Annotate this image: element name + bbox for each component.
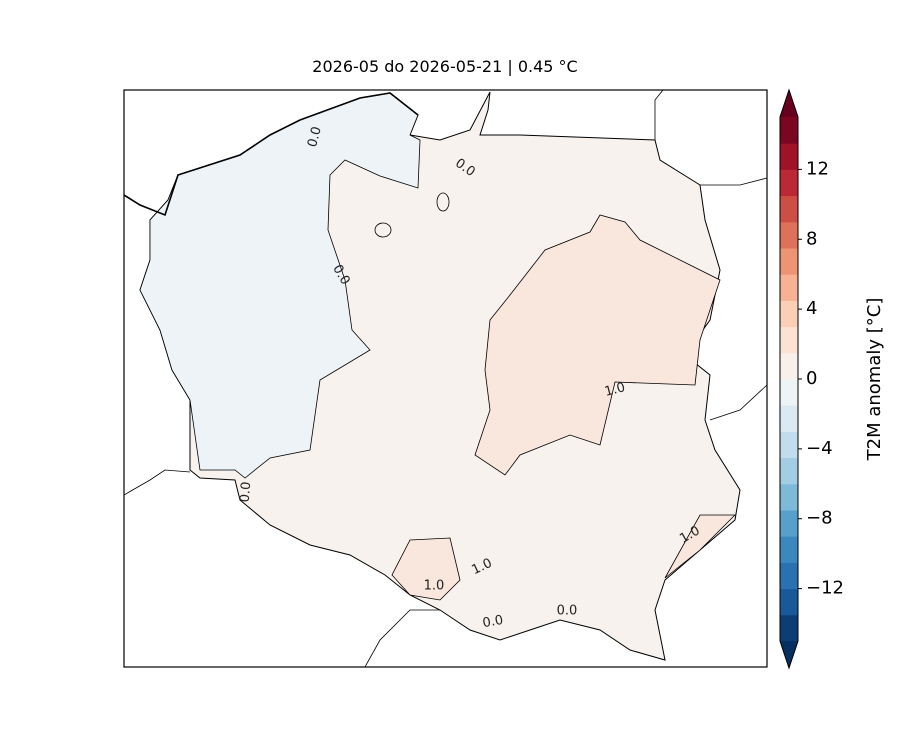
map-area	[124, 90, 767, 667]
colorbar-band	[780, 117, 798, 144]
colorbar-band	[780, 510, 798, 537]
colorbar-tick-label: −12	[806, 578, 844, 599]
colorbar-tick-label: −4	[806, 438, 833, 459]
colorbar-tick-label: 4	[806, 298, 817, 319]
lake	[436, 192, 450, 212]
colorbar-band	[780, 274, 798, 301]
contour-label: 0.0	[557, 604, 578, 619]
colorbar-outline	[779, 88, 799, 670]
map-frame	[123, 89, 768, 668]
colorbar-band	[780, 143, 798, 170]
colorbar-band	[780, 300, 798, 328]
colorbar: 12 8 4 0 −4 −8 −12	[779, 88, 844, 670]
lake	[374, 222, 392, 238]
colorbar-extend-high	[780, 90, 798, 117]
colorbar-band	[780, 457, 798, 485]
coastline	[124, 92, 419, 217]
colorbar-tick-label: −8	[806, 508, 833, 529]
region-warm-south	[391, 537, 461, 601]
colorbar-tick-label: 12	[806, 158, 829, 179]
region-warm-southeast	[664, 514, 736, 579]
neighbor-border	[364, 609, 440, 667]
colorbar-band	[780, 614, 798, 642]
colorbar-band	[780, 379, 798, 406]
neighbor-border	[700, 177, 767, 186]
colorbar-band	[780, 195, 798, 223]
colorbar-band	[780, 431, 798, 459]
colorbar-band	[780, 588, 798, 616]
colorbar-label: T2M anomaly [°C]	[864, 298, 885, 462]
neighbor-border	[709, 384, 767, 421]
contour-label: 0.0	[482, 613, 505, 631]
colorbar-extend-low	[780, 641, 798, 668]
neighbor-border	[124, 469, 191, 496]
colorbar-band	[780, 483, 798, 511]
colorbar-band	[780, 169, 798, 197]
contour-label: 1.0	[424, 579, 445, 594]
colorbar-band	[780, 221, 798, 249]
contour-label: 0.0	[238, 481, 255, 503]
region-warm	[474, 214, 721, 476]
contour-label: 1.0	[603, 380, 627, 400]
colorbar-band	[780, 405, 798, 432]
colorbar-band	[780, 536, 798, 563]
colorbar-tick-label: 0	[806, 368, 817, 389]
neighbor-border	[654, 90, 664, 140]
map-title: 2026-05 do 2026-05-21 | 0.45 °C	[312, 57, 577, 76]
colorbar-tick-label: 8	[806, 228, 817, 249]
colorbar-band	[780, 248, 798, 275]
colorbar-band	[780, 352, 798, 380]
colorbar-band	[780, 326, 798, 354]
colorbar-band	[780, 562, 798, 590]
contour-label: 0.0	[305, 125, 325, 149]
